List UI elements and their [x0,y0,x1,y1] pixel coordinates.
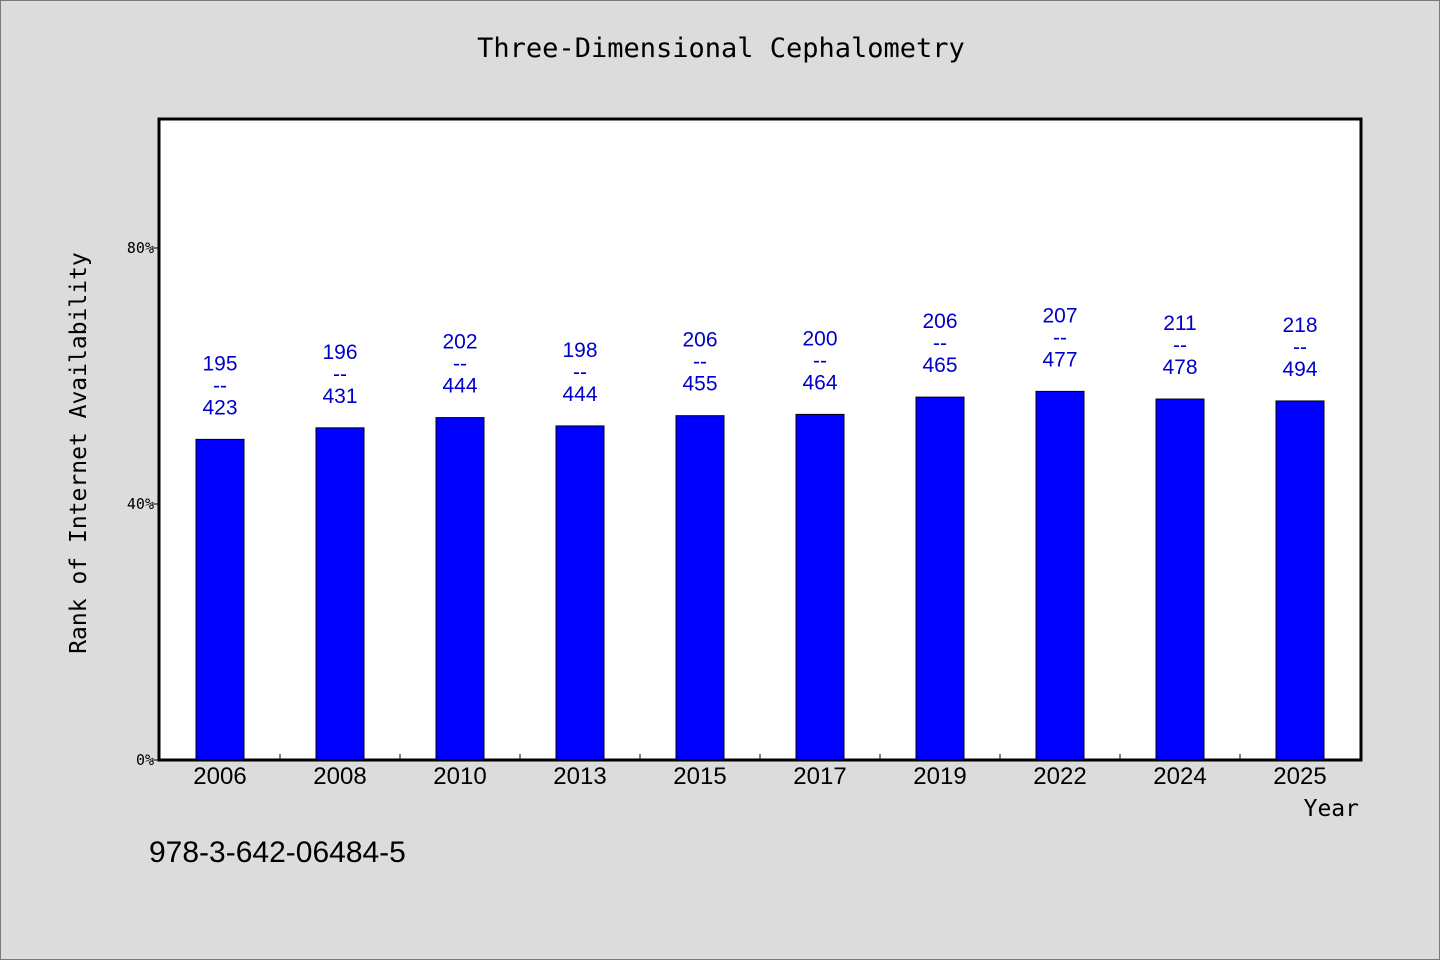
data-label-bottom: 478 [1162,356,1197,379]
x-tick-label: 2010 [433,763,486,790]
data-label-bottom: 465 [922,354,957,377]
x-tick-label: 2017 [793,763,846,790]
data-labels-group: 195--423196--431202--444198--444206--455… [202,304,1317,419]
x-ticks-group: 2006 2008 2010 2013 2015 2017 2019 2022 2024 2025 [193,754,1327,790]
isbn-text: 978-3-642-06484-5 [149,836,406,869]
data-label-separator: -- [1053,326,1067,349]
x-tick-label: 2008 [313,763,366,790]
data-label-bottom: 444 [562,383,597,406]
data-label-separator: -- [213,374,227,397]
bar-2010 [435,417,485,761]
bar-2008 [315,427,365,761]
data-label-separator: -- [453,353,467,376]
data-label-separator: -- [933,332,947,355]
data-label-bottom: 423 [202,396,237,419]
data-label-bottom: 455 [682,373,717,396]
data-label-separator: -- [333,363,347,386]
x-tick-label: 2015 [673,763,726,790]
x-tick-label: 2013 [553,763,606,790]
bar-2022 [1035,390,1085,761]
bar-2019 [915,396,965,761]
x-tick-label: 2025 [1273,763,1326,790]
bar-2024 [1155,398,1205,761]
data-label-bottom: 464 [802,371,837,394]
bar-2006 [195,438,245,761]
x-tick-label: 2024 [1153,763,1206,790]
data-label-bottom: 444 [442,375,477,398]
x-tick-label: 2022 [1033,763,1086,790]
data-label-bottom: 431 [322,385,357,408]
y-ticks-group: 0% 40% 80% [127,239,160,769]
data-label-separator: -- [813,349,827,372]
x-axis-label: Year [1303,796,1359,822]
data-label-separator: -- [1293,336,1307,359]
data-label-top: 202 [442,331,477,354]
data-label-top: 196 [322,341,357,364]
data-label-top: 200 [802,327,837,350]
data-label-top: 198 [562,339,597,362]
data-label-top: 211 [1163,312,1196,335]
bar-2025 [1275,400,1325,761]
data-label-bottom: 494 [1282,358,1317,381]
data-label-bottom: 477 [1042,348,1077,371]
data-label-top: 195 [202,352,237,375]
data-label-top: 207 [1042,304,1077,327]
x-tick-label: 2006 [193,763,246,790]
bar-2015 [675,415,725,761]
data-label-separator: -- [693,351,707,374]
y-tick-label: 80% [127,239,154,257]
data-label-separator: -- [1173,334,1187,357]
data-label-top: 206 [682,329,717,352]
bar-2017 [795,413,845,761]
y-tick-label: 0% [136,751,154,769]
x-tick-label: 2019 [913,763,966,790]
y-tick-label: 40% [127,495,154,513]
data-label-top: 218 [1282,314,1317,337]
bars-group [195,390,1325,761]
data-label-separator: -- [573,361,587,384]
bar-2013 [555,425,605,761]
data-label-top: 206 [922,310,957,333]
chart-title: Three-Dimensional Cephalometry [477,33,965,64]
